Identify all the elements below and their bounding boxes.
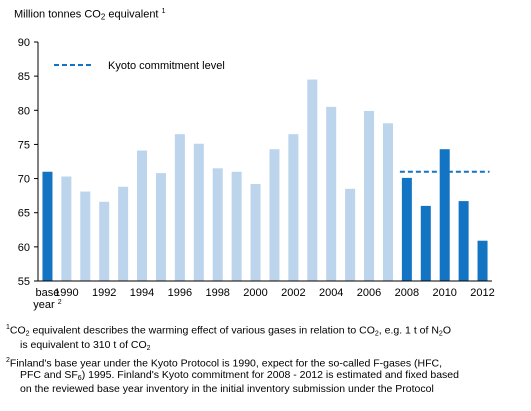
bar-2001: [269, 149, 280, 281]
x-tick-label: 1998: [205, 287, 229, 299]
unit-text: Million tonnes CO: [14, 8, 101, 21]
bar-2003: [307, 79, 318, 281]
footnote-continuation: PFC and SF6) 1995. Finland's Kyoto commi…: [6, 368, 526, 385]
note-text: PFC and SF: [20, 368, 78, 381]
note-text: ) 1995. Finland's Kyoto commitment for 2…: [81, 368, 459, 381]
legend-kyoto-label: Kyoto commitment level: [108, 60, 225, 72]
note-text: equivalent describes the warming effect …: [29, 324, 375, 337]
bar-2009: [420, 205, 431, 281]
unit-subscript: 2: [100, 12, 106, 22]
y-tick-label: 80: [18, 105, 30, 117]
bar-2002: [288, 134, 299, 281]
note-subscript: 2: [25, 330, 30, 338]
footnote-continuation: on the reviewed base year inventory in t…: [6, 383, 526, 396]
bar-1995: [155, 173, 166, 281]
footnotes: 1CO2 equivalent describes the warming ef…: [6, 322, 526, 396]
x-tick-label: year 2: [33, 299, 61, 311]
note-text: O: [442, 324, 451, 337]
x-tick-label: base: [36, 287, 60, 299]
x-tick-label: 2006: [357, 287, 381, 299]
bar-base-year: [42, 171, 53, 281]
x-tick-label: 1994: [130, 287, 154, 299]
y-axis-unit-label: Million tonnes CO2 equivalent 1: [14, 8, 165, 22]
footnote-marker: 2: [6, 356, 10, 364]
bar-2007: [382, 123, 393, 281]
bar-1994: [137, 150, 148, 281]
bar-1993: [118, 186, 129, 281]
note-subscript: 2: [146, 345, 151, 352]
y-tick-label: 65: [18, 208, 30, 220]
x-tick-label: 2000: [243, 287, 267, 299]
bar-1992: [99, 201, 110, 281]
note-text: , e.g. 1 t of N: [378, 324, 439, 337]
x-tick-label: 2002: [281, 287, 305, 299]
bar-2006: [364, 110, 375, 282]
bar-2012: [477, 240, 488, 281]
bar-1990: [61, 176, 72, 281]
bar-2004: [326, 106, 337, 281]
note-text: on the reviewed base year inventory in t…: [20, 383, 434, 395]
x-tick-label: 2004: [319, 287, 343, 299]
x-tick-label: 2008: [395, 287, 419, 299]
bar-2011: [458, 201, 469, 281]
note-text: is equivalent to 310 t of CO: [20, 339, 147, 351]
y-tick-label: 90: [18, 37, 30, 49]
bar-1999: [231, 171, 242, 281]
footnote-1: 1CO2 equivalent describes the warming ef…: [6, 322, 526, 355]
y-tick-label: 55: [18, 276, 30, 288]
bar-1997: [193, 143, 204, 281]
x-tick-label: 2010: [432, 287, 456, 299]
bar-2000: [250, 184, 261, 281]
y-tick-label: 70: [18, 174, 30, 186]
x-tick-label: 2012: [470, 287, 494, 299]
note-text: CO: [9, 324, 26, 337]
note-text: Finland's base year under the Kyoto Prot…: [9, 357, 443, 369]
footnote-2: 2Finland's base year under the Kyoto Pro…: [6, 355, 526, 396]
note-subscript: 2: [438, 330, 443, 338]
x-tick-label: 1996: [168, 287, 192, 299]
bar-2005: [345, 188, 356, 281]
bar-2008: [401, 177, 412, 281]
note-subscript: 2: [374, 330, 379, 338]
x-tick-label: 1990: [54, 287, 78, 299]
footnote-marker: 1: [6, 324, 10, 331]
y-tick-label: 85: [18, 71, 30, 83]
bar-1998: [212, 168, 223, 281]
y-tick-label: 75: [18, 139, 30, 151]
unit-suffix: equivalent: [105, 8, 159, 21]
bar-1996: [174, 134, 185, 281]
footnote-continuation: is equivalent to 310 t of CO2: [6, 339, 526, 355]
bar-2010: [439, 149, 450, 281]
y-tick-label: 60: [18, 242, 30, 254]
x-tick-label: 1992: [92, 287, 116, 299]
bar-1991: [80, 191, 91, 281]
note-subscript: 6: [77, 374, 82, 382]
unit-footnote-marker: 1: [161, 8, 166, 15]
